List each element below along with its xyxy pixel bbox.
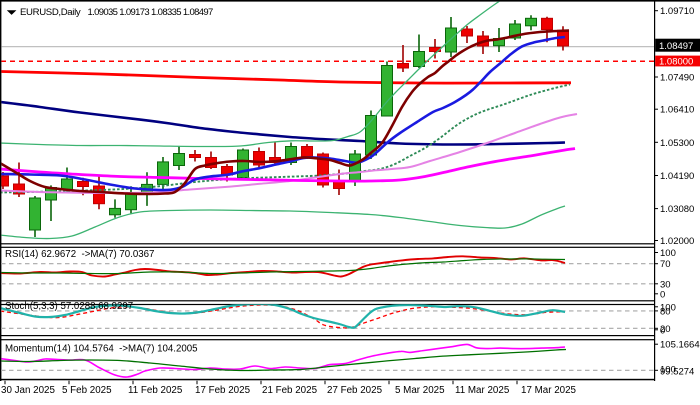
svg-text:21 Feb 2025: 21 Feb 2025 [262,385,318,396]
svg-text:11 Mar 2025: 11 Mar 2025 [455,385,510,396]
svg-text:100: 100 [660,248,676,259]
svg-text:1.08000: 1.08000 [659,57,693,68]
svg-text:Stoch(5,3,3) 57.0288,68.9297: Stoch(5,3,3) 57.0288,68.9297 [5,301,133,312]
svg-text:1.09035 1.09173 1.08335 1.0849: 1.09035 1.09173 1.08335 1.08497 [88,7,213,18]
svg-text:11 Feb 2025: 11 Feb 2025 [128,385,183,396]
svg-text:30 Jan 2025: 30 Jan 2025 [1,385,55,396]
svg-text:Momentum(14) 104.5764 ->MA(7): Momentum(14) 104.5764 ->MA(7) 104.2005 [5,344,198,355]
svg-text:1.06410: 1.06410 [660,105,694,116]
svg-text:105.1664: 105.1664 [660,340,700,351]
svg-text:30: 30 [660,279,671,290]
svg-text:100: 100 [660,302,676,313]
svg-text:5 Feb 2025: 5 Feb 2025 [62,385,112,396]
svg-text:0: 0 [660,325,665,336]
svg-text:17 Mar 2025: 17 Mar 2025 [521,385,577,396]
svg-text:1.05300: 1.05300 [660,138,694,149]
svg-text:80: 80 [660,306,671,317]
svg-text:20: 20 [660,324,671,335]
svg-text:27 Feb 2025: 27 Feb 2025 [327,385,383,396]
svg-text:70: 70 [660,259,671,270]
svg-text:EURUSD,Daily: EURUSD,Daily [20,7,81,18]
svg-text:1.02000: 1.02000 [660,236,694,247]
svg-text:5 Mar 2025: 5 Mar 2025 [395,385,445,396]
svg-text:1.07490: 1.07490 [660,73,694,84]
svg-text:1.03080: 1.03080 [660,204,694,215]
svg-text:1.04190: 1.04190 [660,171,694,182]
svg-text:RSI(14) 62.9672 ->MA(7) 70.03: RSI(14) 62.9672 ->MA(7) 70.0367 [5,249,154,260]
svg-text:1.08497: 1.08497 [659,41,693,52]
svg-text:100: 100 [660,364,676,375]
svg-text:1.09710: 1.09710 [660,6,694,17]
svg-text:17 Feb 2025: 17 Feb 2025 [195,385,251,396]
svg-text:0: 0 [660,289,665,300]
svg-text:99.5274: 99.5274 [660,366,694,377]
